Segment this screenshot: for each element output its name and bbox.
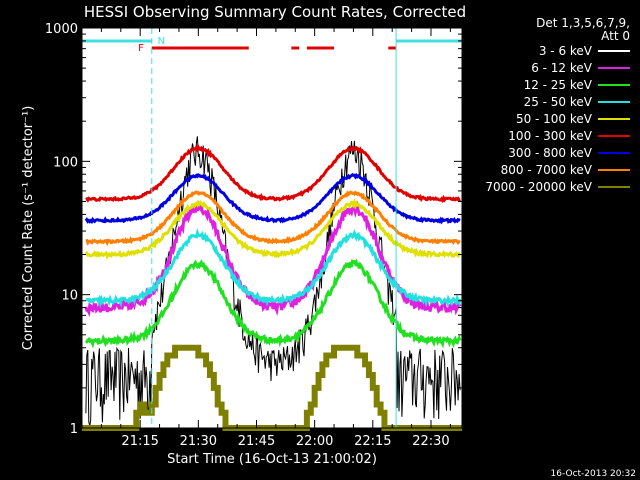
series-line (82, 344, 462, 431)
series-line (85, 228, 462, 309)
y-tick-label: 100 (53, 155, 78, 170)
series-300-800-kev (84, 172, 461, 225)
legend-header: Det 1,3,5,6,7,9, (536, 16, 630, 30)
legend-label: 50 - 100 keV (516, 112, 593, 126)
x-axis-label: Start Time (16-Oct-13 21:00:02) (167, 452, 377, 467)
chart-root: HESSI Observing Summary Count Rates, Cor… (21, 3, 636, 479)
flare-flag-label: F (138, 43, 144, 54)
x-tick-label: 22:30 (412, 434, 449, 449)
series-line (85, 143, 462, 204)
y-tick-label: 1000 (45, 22, 78, 37)
timestamp: 16-Oct-2013 20:32 (551, 469, 636, 479)
x-tick-label: 21:45 (238, 434, 275, 449)
series-100-300-kev (85, 143, 462, 204)
legend-label: 100 - 300 keV (508, 129, 592, 143)
legend-label: 6 - 12 keV (531, 61, 593, 75)
x-tick-label: 22:15 (354, 434, 391, 449)
night-flag-label: N (158, 36, 165, 47)
legend-label: 800 - 7000 keV (501, 163, 593, 177)
y-tick-label: 1 (70, 422, 78, 437)
legend-label: 7000 - 20000 keV (485, 180, 592, 194)
series-12-25-kev (84, 258, 462, 349)
chart-title: HESSI Observing Summary Count Rates, Cor… (84, 3, 466, 21)
x-tick-label: 21:30 (180, 434, 217, 449)
plot-frame (81, 27, 463, 429)
legend-label: 25 - 50 keV (524, 95, 593, 109)
x-tick-label: 22:00 (296, 434, 333, 449)
legend-label: 3 - 6 keV (539, 44, 593, 58)
series-800-7000-kev (85, 190, 461, 247)
series-25-50-kev (85, 228, 462, 309)
series-7000-20000-kev (82, 344, 462, 431)
series-50-100-kev (84, 198, 462, 260)
series-line (84, 258, 462, 349)
legend-label: 12 - 25 keV (524, 78, 593, 92)
series-line (84, 172, 461, 225)
series-line (84, 198, 462, 260)
legend-header-att: Att 0 (601, 29, 630, 43)
series-line (85, 190, 461, 247)
y-tick-label: 10 (61, 289, 78, 304)
y-axis-label: Corrected Count Rate (s⁻¹ detector⁻¹) (21, 106, 36, 351)
x-tick-label: 21:15 (121, 434, 158, 449)
legend-label: 300 - 800 keV (508, 146, 592, 160)
